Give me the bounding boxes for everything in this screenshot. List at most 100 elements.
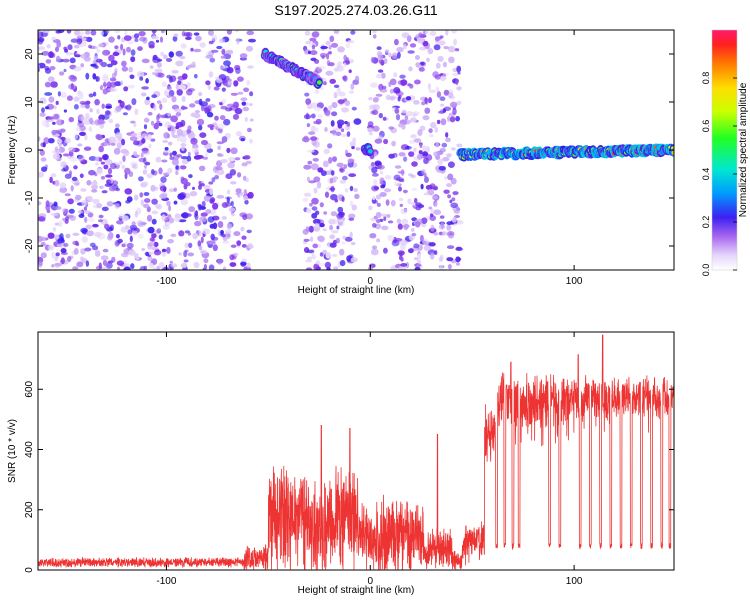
noise-blob [121, 164, 126, 170]
noise-blob [200, 212, 208, 217]
noise-blob [150, 184, 156, 192]
noise-blob [187, 125, 192, 131]
noise-blob [423, 244, 431, 252]
noise-blob [413, 197, 418, 204]
noise-blob [83, 146, 92, 151]
noise-blob [324, 191, 330, 198]
noise-blob [153, 122, 159, 130]
noise-blob [69, 75, 78, 82]
noise-blob [85, 112, 90, 119]
noise-blob [201, 200, 206, 208]
noise-blob [370, 56, 375, 63]
colorbar-tick-label: 0.4 [701, 168, 711, 181]
spectrogram-y-tick-label: 20 [24, 48, 35, 60]
noise-blob [91, 184, 98, 190]
noise-blob [354, 75, 360, 83]
noise-blob [166, 200, 171, 207]
noise-blob [191, 61, 196, 68]
noise-blob [328, 156, 333, 164]
noise-blob [396, 46, 404, 53]
noise-blob [246, 229, 252, 234]
noise-blob [102, 154, 108, 161]
noise-blob [349, 231, 353, 239]
noise-blob [66, 95, 73, 101]
noise-blob [60, 92, 67, 98]
noise-blob [246, 127, 252, 133]
noise-blob [371, 245, 378, 250]
noise-blob [429, 31, 437, 36]
noise-blob [403, 156, 408, 162]
noise-blob [405, 262, 410, 269]
noise-blob [55, 252, 60, 256]
noise-blob [88, 44, 92, 49]
noise-blob [435, 62, 441, 69]
noise-blob [389, 78, 397, 86]
noise-blob [388, 126, 394, 130]
noise-blob [87, 195, 93, 202]
noise-blob [433, 231, 439, 236]
noise-blob [203, 194, 212, 202]
noise-blob [243, 155, 251, 160]
noise-blob [310, 57, 317, 62]
noise-blob [136, 220, 144, 227]
noise-blob [435, 86, 439, 92]
noise-blob [96, 203, 103, 209]
noise-blob [337, 99, 345, 104]
noise-blob [189, 103, 196, 108]
noise-blob [380, 213, 388, 217]
noise-blob [352, 137, 356, 144]
noise-blob [57, 91, 62, 97]
noise-blob [96, 76, 101, 82]
noise-blob [130, 263, 135, 270]
noise-blob [46, 44, 51, 49]
noise-blob [111, 180, 119, 186]
noise-blob [193, 32, 200, 36]
noise-blob [319, 202, 324, 208]
noise-blob [106, 63, 113, 68]
noise-blob [100, 142, 104, 147]
noise-blob [40, 242, 46, 247]
noise-blob [225, 50, 234, 55]
noise-blob [337, 219, 345, 227]
noise-blob [134, 108, 139, 116]
noise-blob [247, 242, 253, 249]
noise-blob [402, 44, 407, 50]
noise-blob [311, 44, 316, 50]
noise-blob [441, 142, 448, 148]
noise-blob [206, 148, 213, 154]
noise-blob [422, 145, 427, 152]
noise-blob [317, 167, 324, 173]
noise-blob [427, 83, 431, 90]
noise-blob [246, 80, 250, 86]
noise-blob [226, 233, 231, 238]
noise-blob [75, 54, 81, 58]
noise-blob [152, 267, 156, 270]
noise-blob [139, 36, 147, 42]
noise-blob [428, 89, 436, 93]
noise-blob [58, 220, 63, 228]
noise-blob [226, 189, 231, 195]
noise-blob [102, 75, 109, 82]
noise-blob [377, 54, 384, 61]
spectrogram-y-tick-label: 10 [24, 96, 35, 108]
noise-blob [396, 177, 404, 182]
noise-blob [60, 248, 67, 254]
noise-blob [410, 227, 415, 232]
noise-blob [203, 185, 211, 190]
snr-x-tick-label: 100 [566, 576, 583, 587]
noise-blob [194, 110, 200, 114]
noise-blob [220, 105, 228, 110]
noise-blob [80, 63, 84, 68]
noise-blob [451, 197, 456, 202]
noise-blob [221, 215, 227, 220]
noise-blob [160, 51, 165, 57]
noise-blob [171, 70, 179, 74]
noise-blob [52, 121, 56, 125]
noise-blob [92, 223, 99, 228]
noise-blob [217, 123, 225, 129]
snr-y-ticks: 0 200 400 600 [24, 380, 674, 573]
noise-blob [422, 40, 429, 47]
noise-blob [404, 114, 409, 121]
noise-blob [368, 96, 373, 101]
noise-blob [308, 225, 314, 233]
